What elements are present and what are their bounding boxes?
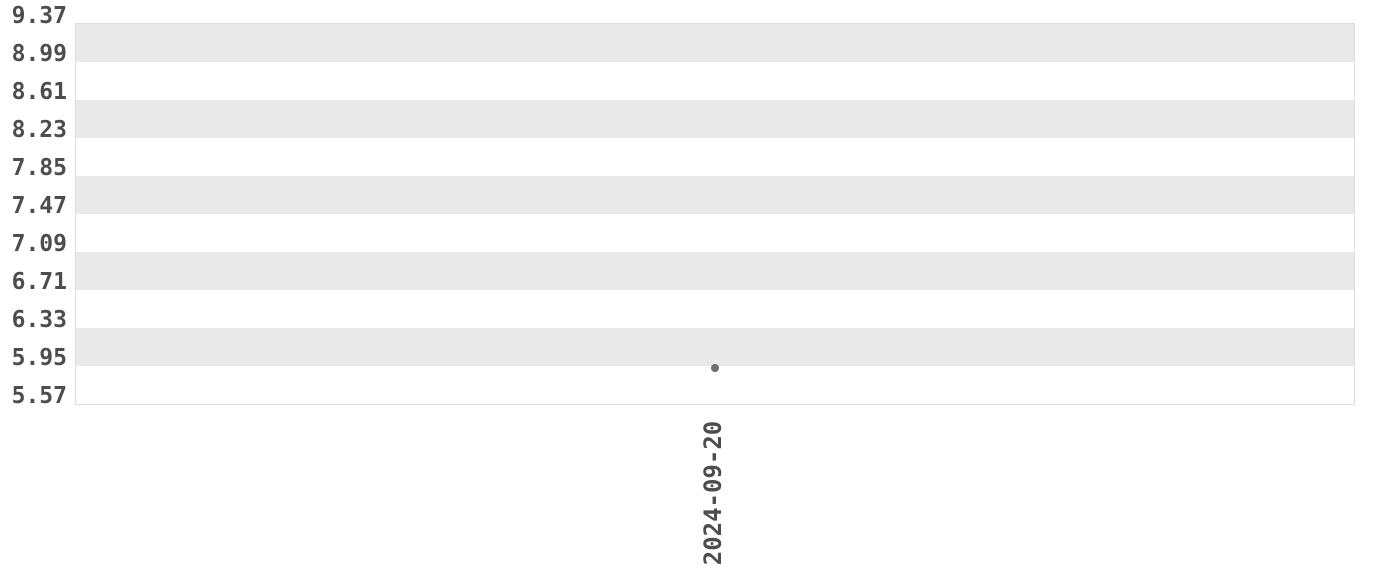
plot-area [75,23,1355,405]
y-axis-tick-label: 6.33 [11,307,67,333]
y-axis-tick-label: 7.85 [11,155,67,181]
y-axis-tick-label: 6.71 [11,269,67,295]
y-axis-tick-label: 5.95 [11,345,67,371]
data-point[interactable] [711,364,719,372]
y-axis-tick-label: 7.47 [11,193,67,219]
y-axis-tick-label: 7.09 [11,231,67,257]
y-axis-tick-label: 8.99 [11,41,67,67]
x-axis-tick-label: 2024-09-20 [699,420,727,566]
y-axis-tick-label: 9.37 [11,3,67,29]
y-axis-tick-label: 8.61 [11,79,67,105]
y-axis: 9.37 8.99 8.61 8.23 7.85 7.47 7.09 6.71 6.33 5.95… [0,0,67,420]
y-axis-tick-label: 8.23 [11,117,67,143]
y-axis-tick-label: 5.57 [11,383,67,409]
